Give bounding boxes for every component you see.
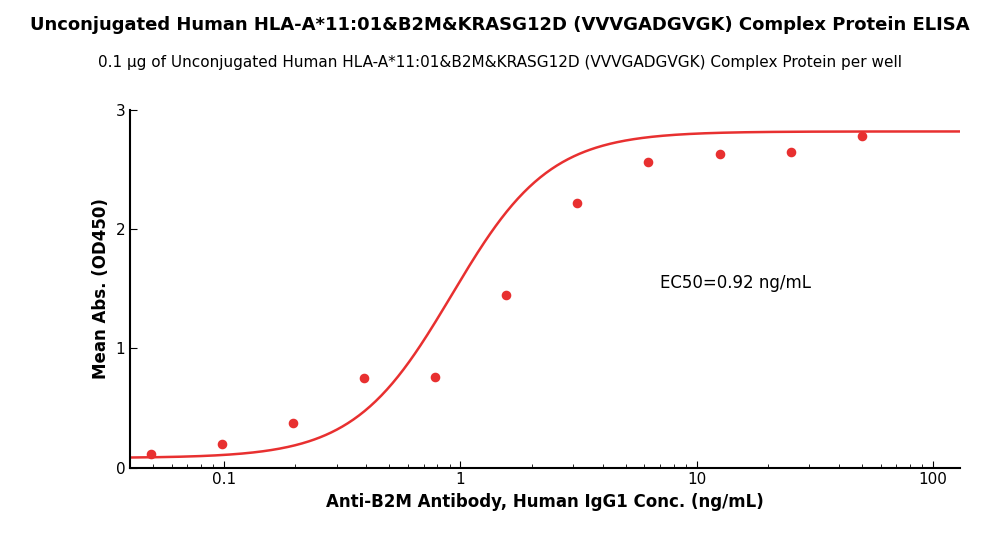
Point [356,374,372,383]
Text: Unconjugated Human HLA-A*11:01&B2M&KRASG12D (VVVGADGVGK) Complex Protein ELISA: Unconjugated Human HLA-A*11:01&B2M&KRASG… [30,16,970,35]
Point [498,290,514,299]
Text: 0.1 μg of Unconjugated Human HLA-A*11:01&B2M&KRASG12D (VVVGADGVGK) Complex Prote: 0.1 μg of Unconjugated Human HLA-A*11:01… [98,55,902,70]
Point [569,199,585,207]
Point [783,147,799,156]
Point [712,150,728,158]
X-axis label: Anti-B2M Antibody, Human IgG1 Conc. (ng/mL): Anti-B2M Antibody, Human IgG1 Conc. (ng/… [326,493,764,511]
Y-axis label: Mean Abs. (OD450): Mean Abs. (OD450) [92,199,110,379]
Point [854,132,870,141]
Text: EC50=0.92 ng/mL: EC50=0.92 ng/mL [660,274,811,292]
Point [427,372,443,381]
Point [640,158,656,167]
Point [285,419,301,428]
Point [143,450,159,459]
Point [214,439,230,448]
